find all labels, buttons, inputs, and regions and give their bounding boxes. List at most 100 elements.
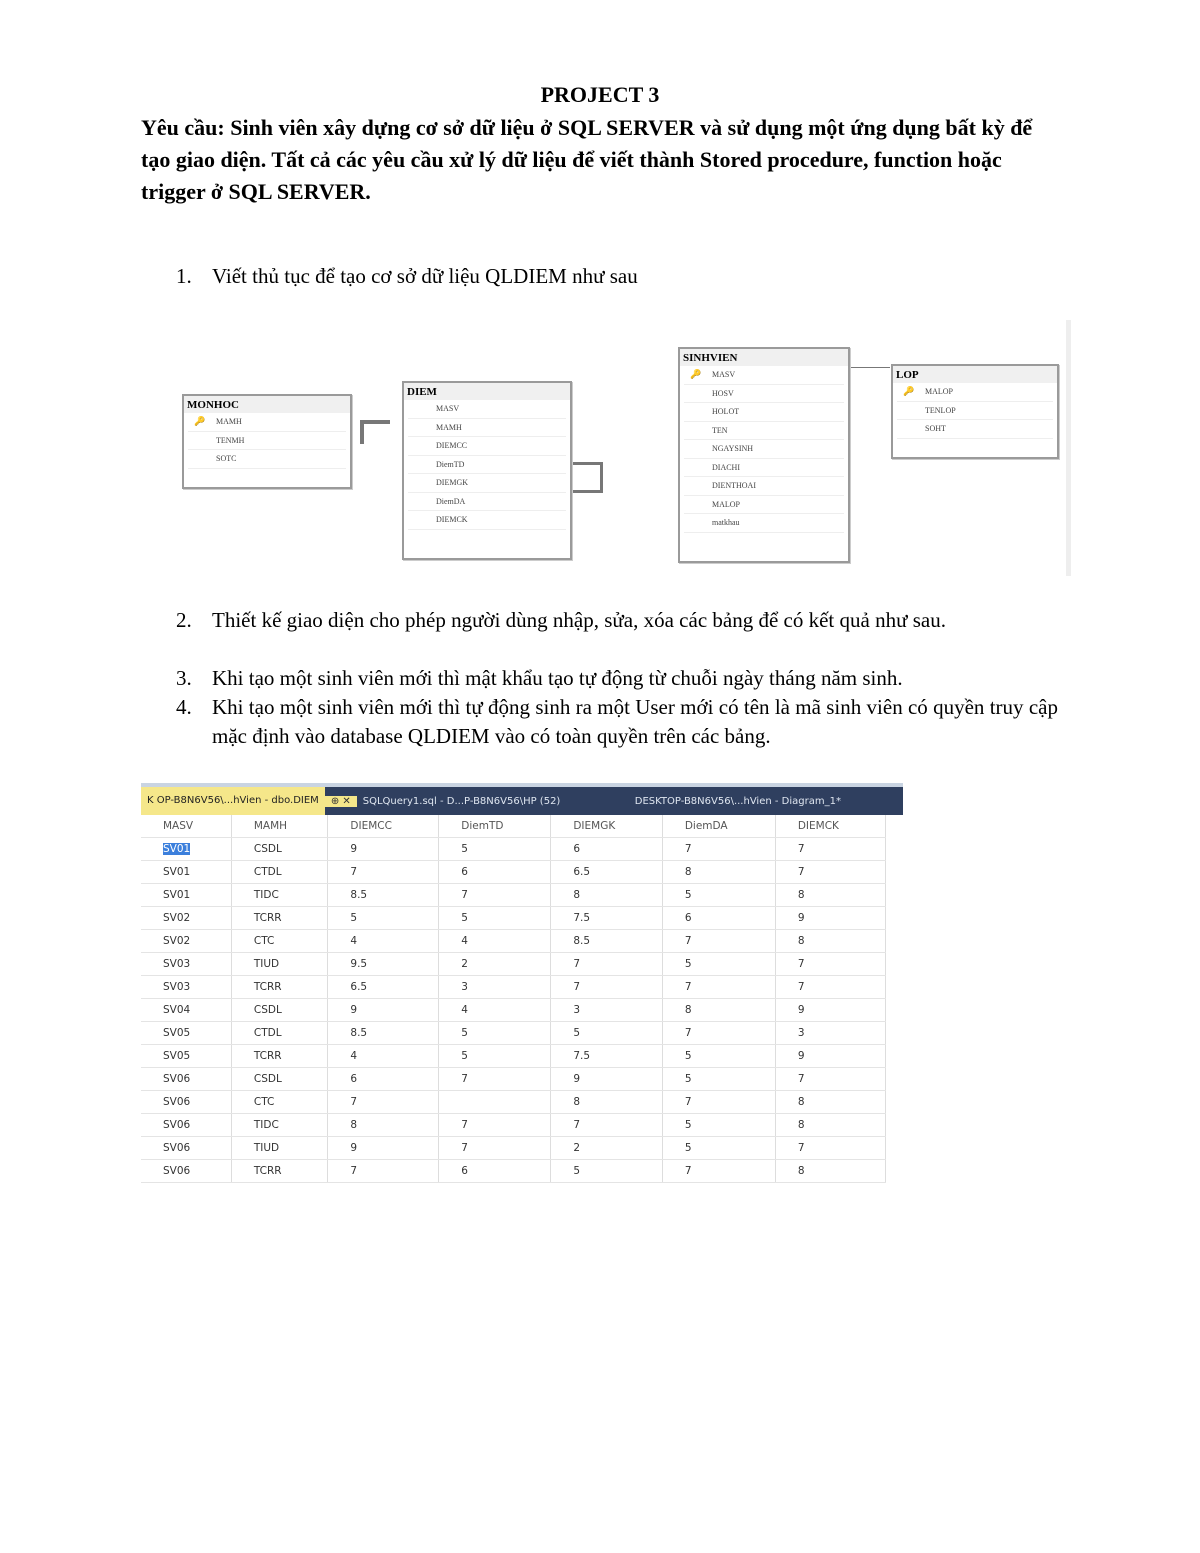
cell[interactable]: 5 <box>550 1159 663 1183</box>
cell[interactable]: 6 <box>327 1067 440 1091</box>
cell[interactable]: TIUD <box>231 952 329 976</box>
column-header[interactable]: DiemTD <box>438 815 552 838</box>
cell[interactable]: 7 <box>775 1067 887 1091</box>
cell[interactable]: 9 <box>327 998 440 1022</box>
cell[interactable]: 7 <box>775 975 887 999</box>
cell[interactable]: 4 <box>327 1044 440 1068</box>
cell[interactable]: 8 <box>662 860 776 884</box>
cell[interactable]: CSDL <box>231 1067 329 1091</box>
table-diem[interactable]: DIEM MASV MAMH DIEMCC DiemTD DIEMGK DiemDA DIEM… <box>402 381 572 560</box>
cell[interactable]: 5 <box>438 906 552 930</box>
cell[interactable]: SV02 <box>141 929 232 953</box>
cell[interactable]: 8 <box>662 998 776 1022</box>
cell[interactable]: 7.5 <box>550 906 663 930</box>
column-header[interactable]: MASV <box>141 815 232 838</box>
cell[interactable]: 6 <box>438 1159 552 1183</box>
cell[interactable]: 9 <box>775 1044 887 1068</box>
cell[interactable]: SV01 <box>141 883 232 907</box>
cell[interactable]: CSDL <box>231 837 329 861</box>
cell[interactable]: SV04 <box>141 998 232 1022</box>
table-sinhvien[interactable]: SINHVIEN 🔑 MASV HOSV HOLOT TEN NGAYSINH DIACHI D… <box>678 347 850 563</box>
cell[interactable]: 9 <box>327 1136 440 1160</box>
cell[interactable]: 7 <box>550 952 663 976</box>
table-lop[interactable]: LOP 🔑 MALOP TENLOP SOHT <box>891 364 1059 459</box>
cell[interactable]: 7 <box>662 837 776 861</box>
table-row[interactable]: SV05 TCRR 4 5 7.5 5 9 <box>141 1044 887 1068</box>
cell[interactable]: 7 <box>327 860 440 884</box>
cell[interactable]: 8.5 <box>327 883 440 907</box>
cell[interactable]: 5 <box>662 1067 776 1091</box>
cell[interactable]: 7 <box>550 1113 663 1137</box>
table-row[interactable]: SV06 TIUD 9 7 2 5 7 <box>141 1136 887 1160</box>
cell[interactable]: 9.5 <box>327 952 440 976</box>
cell[interactable]: TIDC <box>231 883 329 907</box>
table-row[interactable]: SV01 CTDL 7 6 6.5 8 7 <box>141 860 887 884</box>
cell[interactable]: 8 <box>775 1113 887 1137</box>
cell[interactable]: 7 <box>775 952 887 976</box>
cell[interactable] <box>438 1090 552 1114</box>
cell[interactable]: 6 <box>438 860 552 884</box>
cell[interactable]: 8.5 <box>550 929 663 953</box>
cell[interactable]: 7 <box>775 1136 887 1160</box>
cell[interactable]: 5 <box>438 1021 552 1045</box>
cell[interactable]: 5 <box>327 906 440 930</box>
cell[interactable]: 3 <box>550 998 663 1022</box>
cell[interactable]: 7 <box>662 929 776 953</box>
cell[interactable]: 5 <box>662 883 776 907</box>
cell[interactable]: 7 <box>438 883 552 907</box>
cell[interactable]: 8 <box>550 883 663 907</box>
cell[interactable]: SV06 <box>141 1113 232 1137</box>
cell[interactable]: SV05 <box>141 1044 232 1068</box>
cell[interactable]: 7 <box>775 860 887 884</box>
cell[interactable]: 7 <box>327 1090 440 1114</box>
cell[interactable]: 7 <box>438 1113 552 1137</box>
cell[interactable]: TCRR <box>231 1044 329 1068</box>
cell[interactable]: 7 <box>438 1136 552 1160</box>
cell[interactable]: 2 <box>438 952 552 976</box>
cell[interactable]: SV01 <box>141 837 232 861</box>
table-row[interactable]: SV06 TCRR 7 6 5 7 8 <box>141 1159 887 1183</box>
cell[interactable]: SV06 <box>141 1067 232 1091</box>
cell[interactable]: 7 <box>327 1159 440 1183</box>
cell[interactable]: 5 <box>438 1044 552 1068</box>
table-row[interactable]: SV01 TIDC 8.5 7 8 5 8 <box>141 883 887 907</box>
cell[interactable]: TCRR <box>231 1159 329 1183</box>
cell[interactable]: 6 <box>662 906 776 930</box>
cell[interactable]: TCRR <box>231 906 329 930</box>
cell[interactable]: CTDL <box>231 1021 329 1045</box>
cell[interactable]: 7 <box>662 1090 776 1114</box>
table-row[interactable]: SV02 TCRR 5 5 7.5 6 9 <box>141 906 887 930</box>
cell[interactable]: CTDL <box>231 860 329 884</box>
table-row[interactable]: SV03 TCRR 6.5 3 7 7 7 <box>141 975 887 999</box>
table-row[interactable]: SV02 CTC 4 4 8.5 7 8 <box>141 929 887 953</box>
cell[interactable]: CTC <box>231 929 329 953</box>
column-header[interactable]: MAMH <box>231 815 329 838</box>
cell[interactable]: 8.5 <box>327 1021 440 1045</box>
cell[interactable]: 4 <box>438 998 552 1022</box>
column-header[interactable]: DiemDA <box>662 815 776 838</box>
cell[interactable]: SV02 <box>141 906 232 930</box>
cell[interactable]: 8 <box>775 1159 887 1183</box>
cell[interactable]: SV06 <box>141 1136 232 1160</box>
cell[interactable]: 7 <box>662 975 776 999</box>
cell[interactable]: TIUD <box>231 1136 329 1160</box>
cell[interactable]: 5 <box>662 952 776 976</box>
column-header[interactable]: DIEMCK <box>775 815 887 838</box>
cell[interactable]: 5 <box>550 1021 663 1045</box>
cell[interactable]: 9 <box>775 998 887 1022</box>
table-row[interactable]: SV03 TIUD 9.5 2 7 5 7 <box>141 952 887 976</box>
cell[interactable]: 3 <box>775 1021 887 1045</box>
cell[interactable]: 5 <box>662 1044 776 1068</box>
cell[interactable]: 8 <box>775 929 887 953</box>
table-row[interactable]: SV06 TIDC 8 7 7 5 8 <box>141 1113 887 1137</box>
tab-diagram[interactable]: DESKTOP-B8N6V56\...hVien - Diagram_1* <box>634 795 841 807</box>
cell[interactable]: SV01 <box>141 860 232 884</box>
cell[interactable]: 9 <box>775 906 887 930</box>
tab-query[interactable]: SQLQuery1.sql - D...P-B8N6V56\HP (52) <box>362 795 561 807</box>
cell[interactable]: 6.5 <box>327 975 440 999</box>
cell[interactable]: 2 <box>550 1136 663 1160</box>
table-monhoc[interactable]: MONHOC 🔑 MAMH TENMH SOTC <box>182 394 352 489</box>
cell[interactable]: 9 <box>327 837 440 861</box>
cell[interactable]: 4 <box>438 929 552 953</box>
cell[interactable]: 7 <box>438 1067 552 1091</box>
